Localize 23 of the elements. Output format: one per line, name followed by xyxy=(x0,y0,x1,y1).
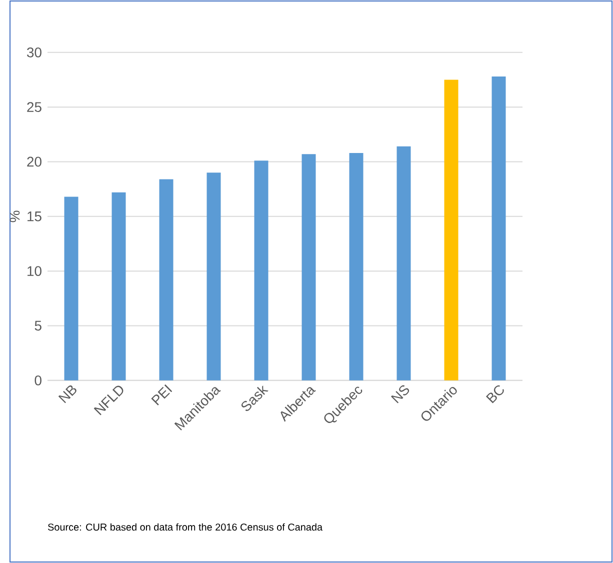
y-tick-label: 25 xyxy=(27,102,42,112)
bar xyxy=(492,76,506,380)
x-tick-label: NB xyxy=(58,385,76,404)
x-tick-label: BC xyxy=(486,385,504,404)
bar xyxy=(206,172,221,380)
y-tick-label: 15 xyxy=(28,212,42,222)
bar xyxy=(159,179,174,380)
bar xyxy=(112,192,126,380)
y-tick-label: 20 xyxy=(27,156,42,167)
source-note: Source: CUR based on data from the 2016 Census of Canada xyxy=(48,523,323,531)
y-tick-label: 10 xyxy=(28,266,42,276)
y-tick-label: 30 xyxy=(27,47,42,58)
x-tick-label: NS xyxy=(390,385,410,404)
y-tick-label: 5 xyxy=(34,320,42,331)
y-tick-label: 0 xyxy=(34,375,42,386)
bar xyxy=(349,152,364,380)
bar xyxy=(302,154,316,380)
x-tick-label: PEI xyxy=(151,384,172,406)
bar xyxy=(64,196,78,380)
y-axis-title: % xyxy=(10,210,20,222)
bar xyxy=(396,146,411,380)
bar xyxy=(254,160,268,380)
bar xyxy=(444,80,458,380)
